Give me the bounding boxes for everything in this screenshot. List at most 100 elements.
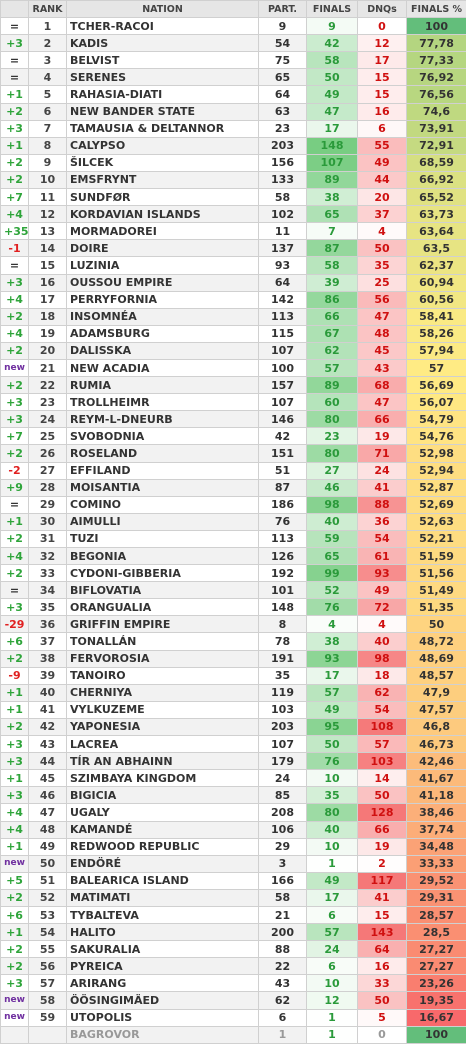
nation: REDWOOD REPUBLIC (67, 838, 259, 855)
finals: 99 (307, 565, 358, 582)
finals: 50 (307, 69, 358, 86)
dnqs: 33 (358, 975, 407, 992)
finals: 9 (307, 18, 358, 35)
finals-percent: 23,26 (407, 975, 466, 992)
finals-percent: 38,46 (407, 804, 466, 821)
finals-percent: 58,41 (407, 308, 466, 325)
change: +3 (1, 120, 29, 137)
nation: BIGICIA (67, 787, 259, 804)
finals-percent: 52,63 (407, 513, 466, 530)
participations: 186 (259, 496, 307, 513)
change: +6 (1, 633, 29, 650)
change: +2 (1, 958, 29, 975)
rank: 26 (29, 445, 67, 462)
finals-percent: 60,56 (407, 291, 466, 308)
rank: 48 (29, 821, 67, 838)
nation: UTOPOLIS (67, 1009, 259, 1026)
participations: 137 (259, 240, 307, 257)
dnqs: 47 (358, 394, 407, 411)
participations: 203 (259, 718, 307, 735)
nation: ENDÖRÉ (67, 855, 259, 872)
dnqs: 18 (358, 667, 407, 684)
finals-percent: 41,67 (407, 770, 466, 787)
rank: 35 (29, 599, 67, 616)
finals-percent: 72,91 (407, 137, 466, 154)
header-cell: FINALS (307, 1, 358, 18)
dnqs: 5 (358, 1009, 407, 1026)
finals: 86 (307, 291, 358, 308)
change: +3 (1, 394, 29, 411)
rank: 45 (29, 770, 67, 787)
participations: 9 (259, 18, 307, 35)
finals: 4 (307, 616, 358, 633)
participations: 113 (259, 308, 307, 325)
nation: SVOBODNIA (67, 428, 259, 445)
rank: 34 (29, 582, 67, 599)
dnqs: 103 (358, 753, 407, 770)
finals-percent: 52,21 (407, 530, 466, 547)
dnqs: 40 (358, 633, 407, 650)
dnqs: 41 (358, 479, 407, 496)
header-cell: FINALS % (407, 1, 466, 18)
dnqs: 16 (358, 958, 407, 975)
participations: 151 (259, 445, 307, 462)
finals: 80 (307, 411, 358, 428)
rank: 1 (29, 18, 67, 35)
finals-percent: 28,57 (407, 906, 466, 923)
finals: 58 (307, 257, 358, 274)
dnqs: 37 (358, 206, 407, 223)
dnqs: 36 (358, 513, 407, 530)
dnqs: 19 (358, 428, 407, 445)
finals-percent: 37,74 (407, 821, 466, 838)
finals-percent: 29,52 (407, 872, 466, 889)
rank: 3 (29, 52, 67, 69)
participations: 156 (259, 154, 307, 171)
nation: YAPONESIA (67, 718, 259, 735)
finals-percent: 52,69 (407, 496, 466, 513)
rank: 57 (29, 975, 67, 992)
finals-percent: 56,69 (407, 377, 466, 394)
finals: 98 (307, 496, 358, 513)
change: +2 (1, 941, 29, 958)
finals-percent: 73,91 (407, 120, 466, 137)
finals: 38 (307, 189, 358, 206)
dnqs: 93 (358, 565, 407, 582)
finals: 89 (307, 171, 358, 188)
nation: TONALLÁN (67, 633, 259, 650)
finals: 87 (307, 240, 358, 257)
change: +4 (1, 291, 29, 308)
rank: 55 (29, 941, 67, 958)
nation: ADAMSBURG (67, 325, 259, 342)
rank: 29 (29, 496, 67, 513)
header-cell (1, 1, 29, 18)
finals-percent: 76,56 (407, 86, 466, 103)
finals-percent: 65,52 (407, 189, 466, 206)
finals: 27 (307, 462, 358, 479)
dnqs: 54 (358, 530, 407, 547)
header-row: RANK NATION PART. FINALS DNQs FINALS % (1, 1, 466, 18)
change: +1 (1, 701, 29, 718)
participations: 42 (259, 428, 307, 445)
participations: 85 (259, 787, 307, 804)
nation: BEGONIA (67, 548, 259, 565)
nation: MOISANTIA (67, 479, 259, 496)
finals-percent: 66,92 (407, 171, 466, 188)
finals: 38 (307, 633, 358, 650)
rank: 2 (29, 35, 67, 52)
nation: MATIMATI (67, 889, 259, 906)
dnqs: 15 (358, 86, 407, 103)
finals-percent: 16,67 (407, 1009, 466, 1026)
